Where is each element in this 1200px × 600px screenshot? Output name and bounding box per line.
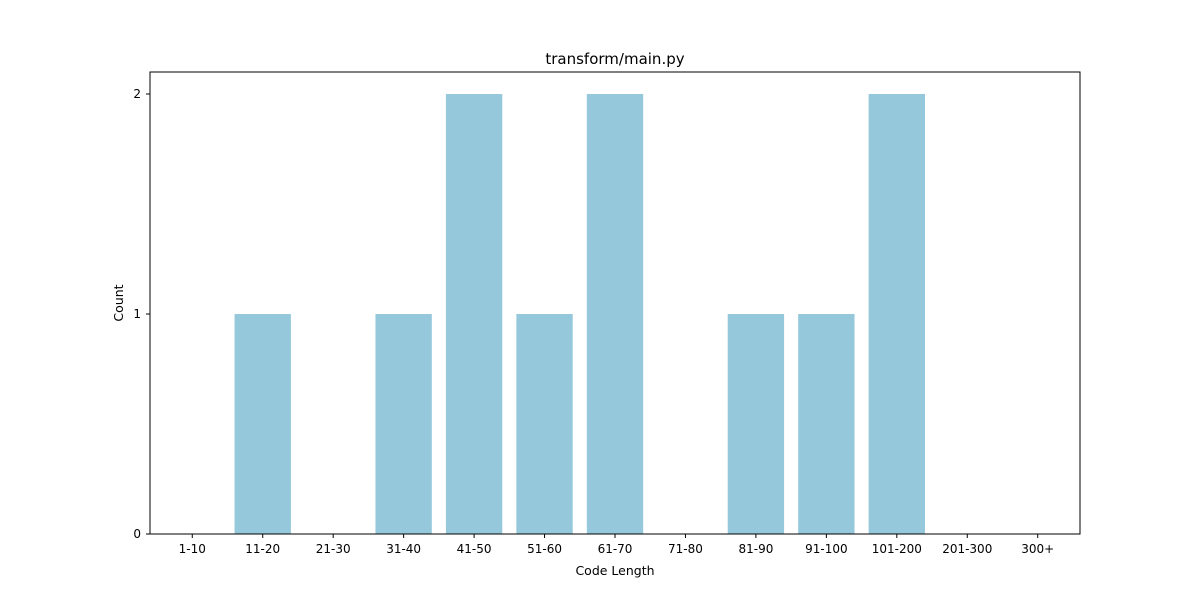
x-tick-label: 31-40: [386, 542, 421, 556]
x-tick-label: 81-90: [738, 542, 773, 556]
y-tick-label: 1: [133, 307, 141, 321]
y-axis-label: Count: [111, 284, 126, 321]
x-tick-label: 101-200: [872, 542, 922, 556]
chart-title: transform/main.py: [545, 50, 684, 68]
y-axis-ticks: 0 1 2: [133, 87, 150, 541]
y-tick-label: 0: [133, 527, 141, 541]
x-tick-label: 11-20: [245, 542, 280, 556]
x-tick-label: 71-80: [668, 542, 703, 556]
x-tick-label: 1-10: [179, 542, 206, 556]
bar-41-50: [445, 94, 503, 534]
bar-91-100: [798, 314, 855, 534]
bar-51-60: [516, 314, 573, 534]
bars: [234, 94, 925, 534]
x-tick-label: 41-50: [457, 542, 492, 556]
bar-101-200: [868, 94, 925, 534]
x-axis-ticks: 1-10 11-20 21-30 31-40 41-50 51-60 61-70 71-80 8…: [179, 534, 1054, 556]
bar-81-90: [727, 314, 785, 534]
x-tick-label: 91-100: [805, 542, 848, 556]
x-tick-label: 300+: [1021, 542, 1054, 556]
x-tick-label: 61-70: [598, 542, 633, 556]
x-tick-label: 21-30: [316, 542, 351, 556]
y-tick-label: 2: [133, 87, 141, 101]
x-tick-label: 201-300: [942, 542, 992, 556]
x-tick-label: 51-60: [527, 542, 562, 556]
bar-61-70: [586, 94, 644, 534]
x-axis-label: Code Length: [575, 563, 654, 578]
bar-11-20: [234, 314, 291, 534]
plot-frame: [149, 71, 1081, 535]
bar-31-40: [375, 314, 432, 534]
